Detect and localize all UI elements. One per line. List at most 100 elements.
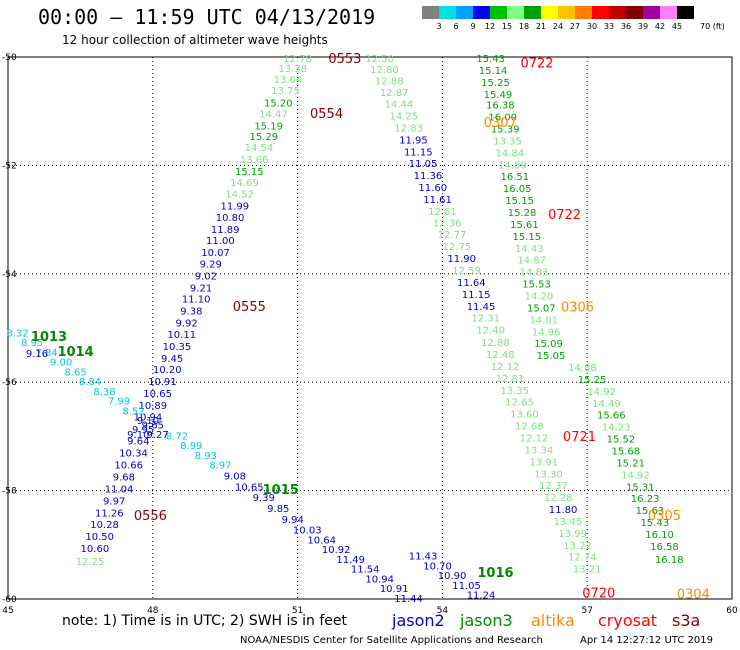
colorbar-swatch [422,6,439,19]
pass-time-label: 1016 [477,566,513,581]
colorbar-swatch [541,6,558,19]
wave-height-label-s3a: 11.00 [206,236,235,247]
footer-credit: NOAA/NESDIS Center for Satellite Applica… [240,635,543,646]
y-tick-label: -60 [2,595,17,605]
wave-height-label-s3a: 10.07 [201,248,230,259]
wave-height-label-altika: 14.87 [517,256,546,267]
wave-height-label-altika: 15.61 [510,220,539,231]
wave-height-label-jason2: 11.24 [467,591,496,602]
wave-height-label-altika: 14.92 [621,470,650,481]
wave-height-label-jason3: 9.00 [50,358,72,369]
wave-height-label-s3a: 10.94 [134,412,163,423]
wave-height-label-s3a: 13.66 [240,155,269,166]
wave-height-label-cryosat: 12.12 [520,433,549,444]
wave-height-label-s3a: 11.04 [105,484,134,495]
pass-time-label: 0304 [677,588,710,603]
wave-height-label-cryosat: 11.15 [404,147,433,158]
wave-height-label-jason3: 10.94 [365,574,394,585]
wave-height-label-jason3: 8.95 [21,338,43,349]
wave-height-label-jason3: 8.38 [93,387,115,398]
wave-height-label-jason3: 8.97 [209,461,231,472]
pass-time-label: 0720 [582,586,615,601]
x-tick-label: 48 [147,606,159,616]
pass-time-label: 0721 [563,430,596,445]
wave-height-label-altika: 15.15 [513,232,542,243]
wave-height-label-jason3: 8.84 [79,377,101,388]
wave-height-label-s3a: 9.29 [200,260,222,271]
wave-height-label-jason3: 8.93 [195,451,217,462]
wave-height-label-jason3: 10.92 [322,545,351,556]
x-tick-label: 51 [292,606,303,616]
colorbar-tick: 9 [470,22,476,31]
wave-height-label-jason3: 9.10 [137,416,159,427]
wave-height-label-jason2: 9.65 [142,420,164,431]
wave-height-label-altika: 15.53 [522,280,551,291]
wave-height-label-cryosat: 13.34 [525,445,554,456]
wave-height-label-altika: 15.07 [527,303,556,314]
wave-height-label-s3a: 15.15 [235,167,264,178]
wave-height-label-s3a: 9.02 [195,271,217,282]
colorbar-tick: 6 [453,22,459,31]
wave-height-label-cryosat: 11.05 [409,159,438,170]
wave-height-label-cryosat: 11.61 [423,195,452,206]
wave-height-label-altika: 14.23 [602,423,631,434]
wave-height-label-altika: 15.43 [640,518,669,529]
wave-height-label-jason3: 10.03 [293,526,322,537]
wave-height-label-cryosat: 14.25 [389,112,418,123]
wave-height-label-s3a: 15.19 [254,121,283,132]
chart-title: 00:00 – 11:59 UTC 04/13/2019 [38,5,376,29]
legend-altika: altika [531,611,575,630]
colorbar-swatch [558,6,575,19]
wave-height-label-jason2: 9.16 [26,349,48,360]
wave-height-label-s3a: 9.92 [175,319,197,330]
colorbar-tick: 33 [603,22,615,31]
pass-time-label: 0722 [548,208,581,223]
wave-height-label-cryosat: 12.88 [481,338,510,349]
wave-height-label-s3a: 14.47 [259,109,288,120]
x-tick-label: 54 [437,606,449,616]
wave-height-label-altika: 16.58 [650,542,679,553]
wave-height-label-jason3: 8.72 [166,431,188,442]
wave-height-label-jason3: 8.32 [7,328,29,339]
wave-height-label-cryosat: 13.60 [510,410,539,421]
wave-height-label-altika: 14.88 [568,363,597,374]
wave-height-label-altika: 14.83 [520,268,549,279]
wave-height-label-altika: 15.15 [505,196,534,207]
pass-time-label: 0307 [484,116,517,131]
colorbar-tick: 36 [620,22,632,31]
wave-height-label-s3a: 11.99 [221,202,250,213]
colorbar-tick: 45 [671,22,683,31]
colorbar-tick: 18 [518,22,530,31]
wave-height-label-cryosat: 12.40 [476,326,505,337]
wave-height-label-s3a: 9.95 [132,425,154,436]
wave-height-label-cryosat: 12.28 [544,493,573,504]
wave-height-label-jason3: 11.49 [336,555,365,566]
wave-height-label-cryosat: 13.30 [534,469,563,480]
wave-height-label-s3a: 10.20 [153,365,182,376]
wave-height-label-altika: 15.43 [476,54,505,65]
wave-height-label-cryosat: 12.83 [394,123,423,134]
wave-height-label-cryosat: 13.35 [500,386,529,397]
wave-height-label-altika: 16.18 [655,555,684,566]
y-tick-label: -50 [2,53,17,63]
wave-height-label-cryosat: 11.36 [414,171,443,182]
wave-height-label-jason3: 11.44 [394,594,423,605]
pass-time-label: 0556 [134,509,167,524]
wave-height-label-s3a: 15.29 [249,132,278,143]
wave-height-label-cryosat: 11.64 [457,278,486,289]
wave-height-label-s3a: 10.91 [148,377,177,388]
colorbar-tick: 39 [637,22,649,31]
wave-height-label-cryosat: 11.45 [467,302,496,313]
wave-height-label-cryosat: 12.12 [491,362,520,373]
wave-height-label-jason3: 8.99 [180,441,202,452]
wave-height-label-cryosat: 12.77 [438,230,467,241]
legend-s3a: s3a [672,611,701,630]
wave-height-label-s3a: 9.97 [103,496,125,507]
pass-time-label: 1015 [263,483,299,498]
wave-height-label-cryosat: 11.80 [549,505,578,516]
x-tick-label: 57 [581,606,592,616]
wave-height-label-jason3: 7.84 [35,348,57,359]
wave-height-label-altika: 16.00 [488,113,517,124]
wave-height-label-cryosat: 12.48 [486,350,515,361]
colorbar-swatch [609,6,626,19]
